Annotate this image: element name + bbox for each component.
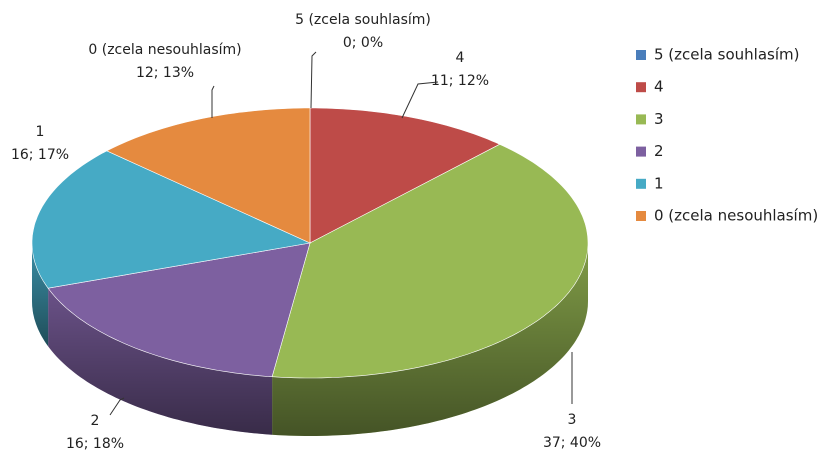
legend-label: 0 (zcela nesouhlasím) bbox=[654, 207, 818, 225]
label-value: 16; 18% bbox=[66, 436, 124, 452]
label-value: 0; 0% bbox=[343, 35, 383, 51]
legend-label: 2 bbox=[654, 142, 664, 160]
data-labels: 5 (zcela souhlasím) 0; 0% 4 11; 12% 3 37; 40%… bbox=[11, 12, 601, 452]
slice bbox=[106, 107, 311, 244]
label-category: 0 (zcela nesouhlasím) bbox=[88, 42, 241, 58]
legend-swatch bbox=[636, 178, 646, 189]
leader-line bbox=[109, 397, 125, 416]
legend-label: 1 bbox=[654, 174, 664, 192]
legend-label: 3 bbox=[654, 110, 664, 128]
legend-label: 4 bbox=[654, 78, 664, 96]
legend: 5 (zcela souhlasím) 4 3 2 1 0 (zcela nesouhla… bbox=[636, 46, 818, 225]
leader-line bbox=[211, 85, 215, 118]
legend-swatch bbox=[636, 50, 646, 60]
slice bbox=[31, 150, 312, 289]
label-value: 37; 40% bbox=[543, 435, 601, 451]
pie-tops bbox=[31, 107, 589, 379]
slice bbox=[271, 143, 589, 379]
label-value: 11; 12% bbox=[431, 73, 489, 89]
legend-swatch bbox=[636, 114, 646, 125]
leader-line bbox=[401, 81, 439, 119]
slice-side-shade bbox=[32, 243, 49, 347]
label-category: 5 (zcela souhlasím) bbox=[295, 12, 431, 28]
slice bbox=[47, 242, 311, 378]
label-value: 12; 13% bbox=[136, 65, 194, 81]
label-value: 16; 17% bbox=[11, 147, 69, 163]
slice-side-shade bbox=[48, 288, 273, 435]
legend-swatch bbox=[636, 211, 646, 221]
legend-swatch bbox=[636, 82, 646, 93]
slice bbox=[309, 107, 501, 244]
label-category: 3 bbox=[568, 412, 577, 428]
leader-line bbox=[310, 51, 317, 109]
label-category: 2 bbox=[91, 413, 100, 429]
label-category: 4 bbox=[456, 50, 465, 66]
legend-swatch bbox=[636, 146, 646, 157]
legend-label: 5 (zcela souhlasím) bbox=[654, 46, 799, 64]
slice-side-shade bbox=[272, 243, 588, 436]
pie-sides bbox=[32, 243, 588, 436]
label-category: 1 bbox=[36, 124, 45, 140]
